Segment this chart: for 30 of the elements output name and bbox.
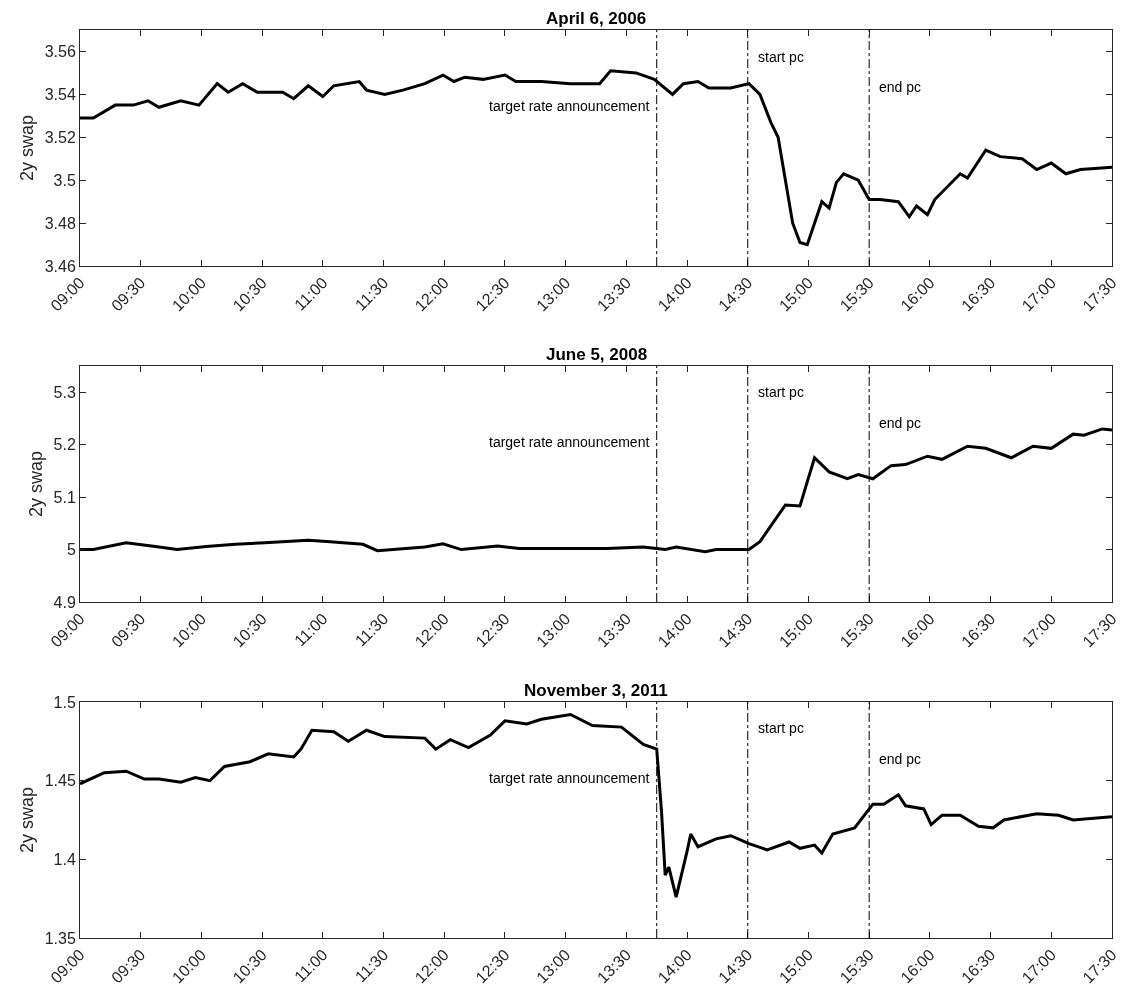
chart-title: April 6, 2006 [546,9,647,28]
chart-title: November 3, 2011 [524,681,668,700]
y-tick-label: 3.46 [44,257,76,275]
y-tick-label: 3.48 [44,214,76,232]
y-tick-label: 5 [66,541,76,559]
ref-line-label: start pc [758,49,804,65]
y-tick-label: 1.4 [53,850,76,868]
y-tick-label: 1.5 [53,693,76,711]
y-tick-label: 5.2 [53,436,76,454]
y-tick-label: 4.9 [53,593,76,611]
ref-line-label: target rate announcement [489,98,650,114]
y-tick-label: 5.3 [53,383,76,401]
y-axis-title: 2y swap [16,786,37,853]
ref-line-label: end pc [879,79,922,95]
chart-title: June 5, 2008 [546,345,648,364]
y-tick-label: 3.52 [44,128,76,146]
ref-line-label: end pc [879,751,922,767]
y-axis-title: 2y swap [25,450,46,518]
ref-line-label: target rate announcement [489,434,650,450]
y-tick-label: 5.1 [53,488,76,506]
y-tick-label: 1.35 [44,929,76,947]
ref-line-label: start pc [758,384,804,400]
ref-line-label: start pc [758,720,804,736]
ref-line-label: end pc [879,415,922,431]
y-tick-label: 3.5 [53,171,76,189]
y-tick-label: 3.54 [44,85,76,103]
y-tick-label: 3.56 [44,43,76,61]
ref-line-label: target rate announcement [489,770,650,786]
y-axis-title: 2y swap [16,115,37,182]
y-tick-label: 1.45 [44,772,76,790]
